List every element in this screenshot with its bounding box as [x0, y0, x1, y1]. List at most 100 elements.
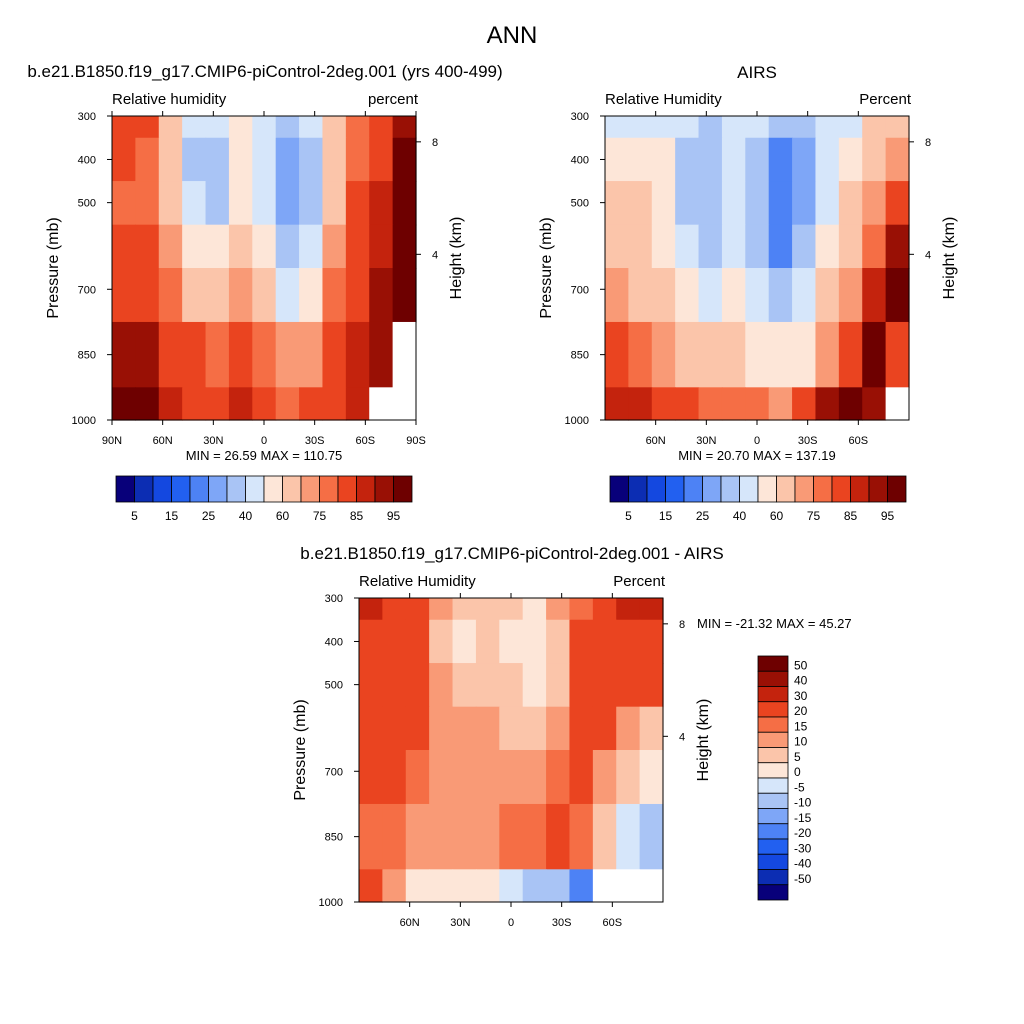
- colorbar-box: [665, 475, 685, 503]
- heatmap-cell: [112, 268, 136, 323]
- heatmap-cell: [182, 387, 207, 421]
- heatmap-cell: [605, 387, 629, 421]
- heatmap-cell: [792, 181, 817, 226]
- heatmap-cell: [382, 803, 407, 870]
- heatmap-cell: [651, 268, 676, 323]
- heatmap-cell: [628, 181, 653, 226]
- colorbar-box: [739, 475, 759, 503]
- heatmap-cell: [475, 663, 500, 708]
- colorbar-label: 40: [239, 509, 253, 523]
- colorbar-box: [245, 475, 265, 503]
- heatmap-cell: [792, 321, 817, 388]
- heatmap-cell: [299, 116, 324, 139]
- height-tick-label: 4: [925, 249, 931, 261]
- heatmap-cell: [228, 181, 253, 226]
- heatmap-cell: [499, 663, 524, 708]
- colorbar-box: [646, 475, 666, 503]
- heatmap-cell: [616, 663, 641, 708]
- heatmap-cell: [698, 321, 723, 388]
- right-axis-label: Height (km): [695, 699, 712, 782]
- heatmap-cell: [322, 387, 347, 421]
- heatmap-cell: [605, 321, 629, 388]
- colorbar-label: 95: [881, 509, 895, 523]
- y-tick-label: 300: [78, 111, 96, 123]
- y-tick-label: 300: [325, 593, 343, 605]
- units-label: Percent: [859, 91, 912, 108]
- colorbar-label: 60: [276, 509, 290, 523]
- heatmap-cell: [639, 750, 664, 805]
- colorbar-box: [757, 853, 789, 870]
- heatmap-cell: [369, 387, 394, 421]
- heatmap-cell: [158, 321, 183, 388]
- heatmap-cell: [275, 268, 300, 323]
- heatmap-cell: [499, 598, 524, 621]
- panel-3: b.e21.B1850.f19_g17.CMIP6-piControl-2deg…: [292, 544, 852, 929]
- heatmap-cell: [522, 619, 547, 664]
- heatmap-cell: [475, 619, 500, 664]
- height-tick-label: 8: [432, 137, 438, 149]
- colorbar-box: [757, 655, 789, 672]
- colorbar-label: 85: [844, 509, 858, 523]
- heatmap-cell: [628, 116, 653, 139]
- heatmap-cell: [862, 137, 887, 182]
- heatmap-cell: [359, 598, 383, 621]
- heatmap-cell: [639, 598, 664, 621]
- heatmap-cell: [698, 116, 723, 139]
- y-tick-label: 300: [571, 111, 589, 123]
- colorbar-box: [263, 475, 283, 503]
- heatmap-cell: [135, 224, 160, 269]
- heatmap-cell: [345, 321, 370, 388]
- heatmap-cell: [322, 181, 347, 226]
- colorbar-label: -30: [794, 841, 812, 855]
- heatmap-cell: [721, 268, 746, 323]
- heatmap-cell: [299, 181, 324, 226]
- heatmap-cell: [616, 598, 641, 621]
- heatmap-cell: [392, 137, 417, 182]
- heatmap-cell: [592, 663, 617, 708]
- heatmap-cell: [345, 116, 370, 139]
- colorbar-label: 85: [350, 509, 364, 523]
- heatmap-cell: [345, 224, 370, 269]
- heatmap-cell: [815, 387, 840, 421]
- colorbar-label: 15: [794, 719, 808, 733]
- heatmap-cell: [592, 803, 617, 870]
- heatmap-cell: [275, 116, 300, 139]
- x-tick-label: 60S: [356, 435, 376, 447]
- heatmap-cell: [499, 706, 524, 751]
- panel-title: b.e21.B1850.f19_g17.CMIP6-piControl-2deg…: [300, 544, 723, 563]
- y-tick-label: 400: [78, 154, 96, 166]
- heatmap-cells: [112, 116, 417, 421]
- variable-label: Relative Humidity: [359, 573, 476, 590]
- heatmap-cell: [275, 321, 300, 388]
- colorbar-box: [720, 475, 740, 503]
- heatmap-cell: [522, 663, 547, 708]
- heatmap-cell: [546, 663, 571, 708]
- colorbar-label: 10: [794, 735, 808, 749]
- heatmap-cell: [698, 268, 723, 323]
- heatmap-cell: [345, 268, 370, 323]
- heatmap-cell: [322, 137, 347, 182]
- heatmap-cell: [475, 598, 500, 621]
- heatmap-cell: [382, 706, 407, 751]
- heatmap-cell: [885, 137, 910, 182]
- colorbar-box: [757, 823, 789, 840]
- heatmap-cell: [182, 116, 207, 139]
- y-tick-label: 850: [325, 832, 343, 844]
- heatmap-cell: [392, 181, 417, 226]
- x-tick-label: 90N: [102, 435, 122, 447]
- heatmap-cell: [651, 181, 676, 226]
- colorbar-box: [628, 475, 648, 503]
- x-tick-label: 30S: [305, 435, 325, 447]
- heatmap-cell: [721, 321, 746, 388]
- right-axis-label: Height (km): [448, 217, 465, 300]
- heatmap-cell: [546, 750, 571, 805]
- heatmap-cell: [675, 387, 700, 421]
- heatmap-cell: [369, 224, 394, 269]
- heatmap-cell: [815, 268, 840, 323]
- colorbar-box: [609, 475, 629, 503]
- heatmap-cell: [815, 224, 840, 269]
- min-max-stats: MIN = 26.59 MAX = 110.75: [186, 448, 343, 463]
- heatmap-cell: [392, 268, 417, 323]
- heatmap-cell: [382, 663, 407, 708]
- heatmap-cell: [369, 181, 394, 226]
